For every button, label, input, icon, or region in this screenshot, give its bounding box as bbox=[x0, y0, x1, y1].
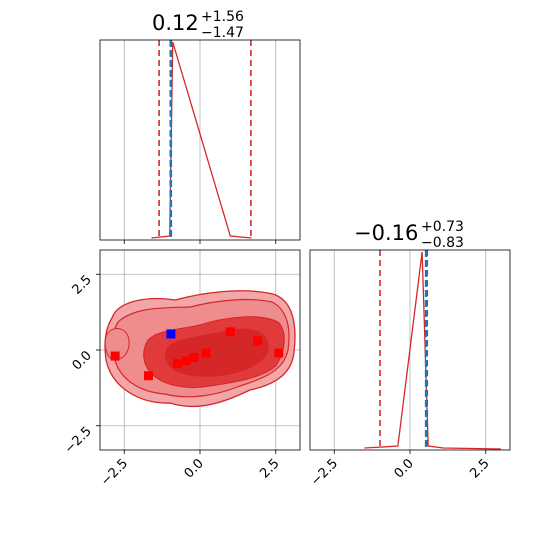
marginal-2-lines bbox=[379, 250, 429, 450]
marginal-2-ticks: −2.5 0.0 2.5 bbox=[308, 450, 493, 489]
marginal-2-xtick-label-1: 0.0 bbox=[392, 456, 417, 481]
joint-sample-point-4 bbox=[189, 353, 199, 363]
joint-sample-points bbox=[110, 327, 284, 381]
joint-ytick-label-0: −2.5 bbox=[62, 424, 95, 457]
marginal-2-title-sup: +0.73 bbox=[421, 219, 464, 235]
joint-panel: −2.5 0.0 2.5 −2.5 0.0 2.5 bbox=[62, 249, 301, 489]
joint-sample-point-5 bbox=[201, 348, 211, 358]
joint-contours bbox=[104, 290, 296, 408]
marginal-1-histogram bbox=[151, 41, 252, 239]
marginal-panel-2: −2.5 0.0 2.5 −0.16 +0.73 −0.83 bbox=[308, 219, 511, 489]
joint-xtick-label-0: −2.5 bbox=[98, 456, 131, 489]
joint-ytick-label-2: 2.5 bbox=[70, 272, 95, 297]
marginal-1-lines bbox=[158, 40, 252, 240]
joint-xtick-label-2: 2.5 bbox=[257, 456, 282, 481]
marginal-2-title-sub: −0.83 bbox=[421, 235, 464, 251]
joint-sample-point-6 bbox=[225, 327, 235, 337]
marginal-1-title: 0.12 bbox=[152, 11, 199, 35]
marginal-1-title-sub: −1.47 bbox=[201, 25, 244, 41]
joint-contour-core bbox=[165, 328, 269, 377]
marginal-2-title: −0.16 bbox=[354, 221, 418, 245]
marginal-1-title-value: 0.12 bbox=[152, 11, 199, 35]
joint-truth-point bbox=[166, 329, 176, 339]
joint-sample-point-3 bbox=[181, 356, 191, 366]
joint-ytick-label-1: 0.0 bbox=[70, 348, 95, 373]
marginal-2-histogram bbox=[364, 251, 501, 450]
marginal-panel-1: 0.12 +1.56 −1.47 bbox=[99, 9, 301, 244]
marginal-2-title-value: −0.16 bbox=[354, 221, 418, 245]
marginal-2-histogram-line bbox=[364, 251, 501, 450]
marginal-1-ticks bbox=[123, 240, 277, 244]
joint-sample-point-8 bbox=[274, 348, 284, 358]
marginal-2-xtick-label-2: 2.5 bbox=[467, 456, 492, 481]
marginal-2-xtick-label-0: −2.5 bbox=[308, 456, 341, 489]
joint-sample-point-7 bbox=[253, 336, 263, 346]
marginal-1-grid bbox=[123, 40, 277, 240]
joint-sample-point-2 bbox=[172, 359, 182, 369]
joint-xtick-label-1: 0.0 bbox=[182, 456, 207, 481]
marginal-1-title-sup: +1.56 bbox=[201, 9, 244, 25]
joint-sample-point-1 bbox=[143, 371, 153, 381]
marginal-1-histogram-line bbox=[151, 41, 252, 239]
joint-sample-point-0 bbox=[110, 351, 120, 361]
